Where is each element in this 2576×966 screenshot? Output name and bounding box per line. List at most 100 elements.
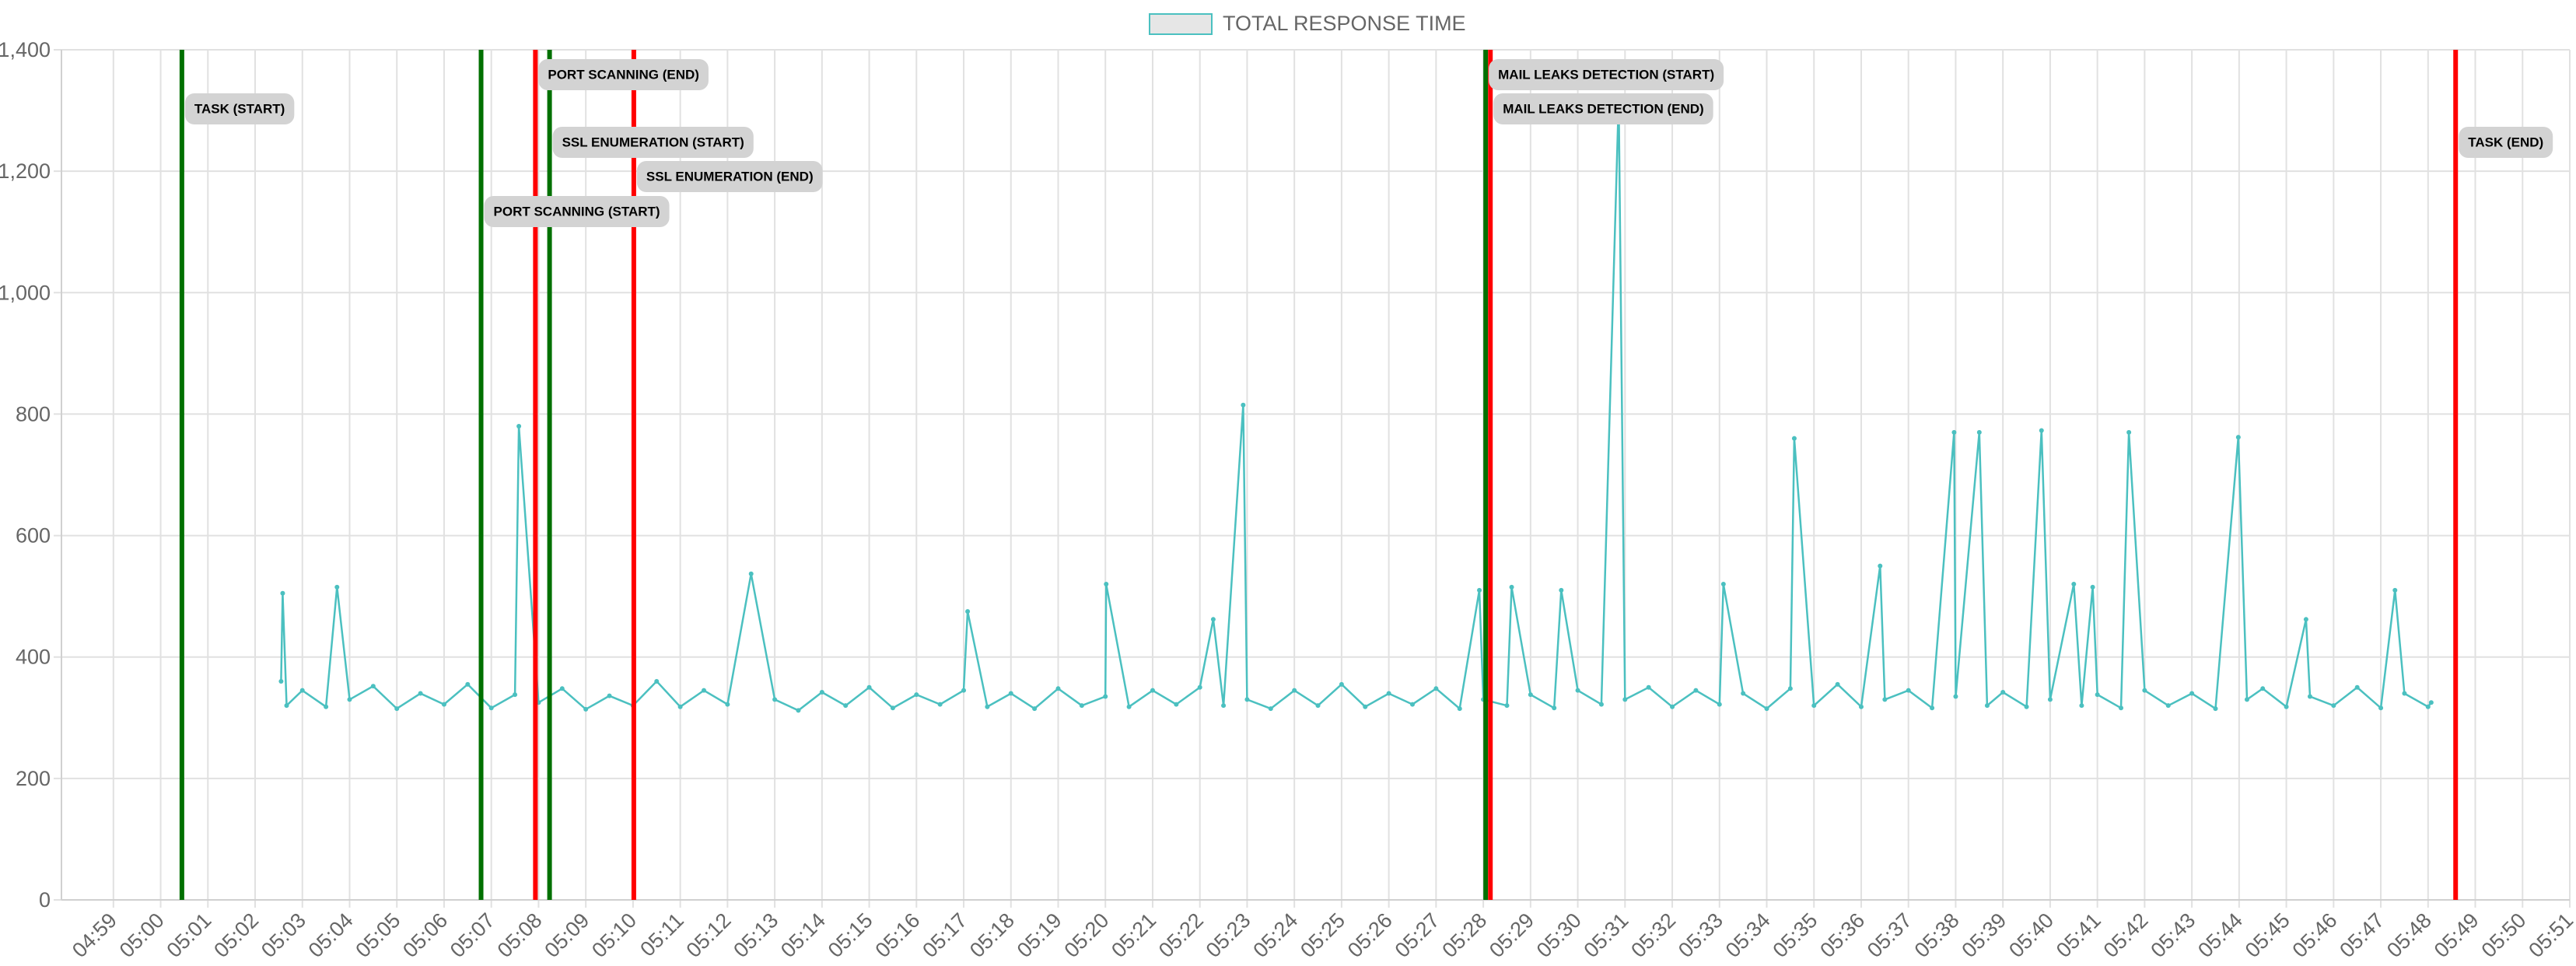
x-tick-label: 05:45 (2241, 908, 2294, 962)
data-point (1906, 688, 1911, 693)
x-tick-label: 05:48 (2382, 908, 2436, 962)
data-point (2303, 617, 2308, 622)
y-tick-label: 1,000 (0, 281, 51, 304)
data-point (1575, 688, 1580, 693)
data-point (347, 697, 352, 702)
data-point (1528, 692, 1533, 698)
data-point (280, 590, 285, 596)
y-tick-label: 1,200 (0, 159, 51, 183)
data-point (2000, 689, 2006, 695)
data-point (1858, 704, 1864, 709)
x-tick-label: 05:23 (1202, 908, 1255, 962)
data-point (2425, 704, 2431, 709)
data-point (2126, 429, 2132, 435)
data-point (1210, 617, 1216, 622)
annotation-box (552, 127, 754, 158)
x-tick-label: 05:33 (1674, 908, 1727, 962)
annotation-box (636, 161, 823, 192)
data-point (1622, 697, 1628, 702)
data-point (1433, 686, 1439, 691)
annotation-text: PORT SCANNING (END) (548, 67, 699, 82)
data-point (2090, 584, 2095, 590)
x-tick-label: 05:01 (163, 908, 216, 962)
data-point (1008, 691, 1013, 696)
annotation-label: MAIL LEAKS DETECTION (END) (1493, 93, 1713, 124)
data-point (2307, 694, 2312, 699)
x-tick-label: 04:59 (68, 908, 121, 962)
data-point (2392, 587, 2398, 593)
data-point (1339, 681, 1344, 687)
data-point (2213, 706, 2218, 712)
x-tick-label: 05:27 (1391, 908, 1444, 962)
data-point (866, 684, 872, 690)
annotation-box (2459, 127, 2553, 158)
data-point (1055, 686, 1061, 691)
data-point (1244, 697, 1250, 702)
data-point (1878, 563, 1883, 569)
x-tick-label: 05:13 (729, 908, 782, 962)
data-point (1504, 703, 1510, 709)
x-tick-label: 05:26 (1343, 908, 1397, 962)
annotation-text: MAIL LEAKS DETECTION (START) (1498, 67, 1714, 82)
data-point (1197, 684, 1202, 690)
data-point (2189, 691, 2195, 696)
data-point (1598, 702, 1604, 707)
data-point (513, 692, 518, 698)
data-point (1103, 694, 1108, 699)
data-point (370, 684, 376, 689)
data-point (1835, 681, 1840, 687)
data-point (914, 692, 919, 698)
x-tick-label: 05:07 (446, 908, 499, 962)
data-point (2047, 697, 2053, 702)
data-point (516, 424, 522, 429)
x-tick-label: 05:38 (1910, 908, 1964, 962)
x-tick-label: 05:36 (1815, 908, 1869, 962)
x-tick-label: 05:49 (2430, 908, 2483, 962)
x-tick-label: 05:42 (2099, 908, 2153, 962)
data-point (2402, 691, 2407, 696)
data-point (2142, 688, 2147, 693)
x-tick-label: 05:11 (635, 908, 688, 961)
x-tick-label: 05:35 (1768, 908, 1822, 962)
data-point (937, 702, 943, 707)
data-point (1150, 688, 1155, 693)
data-point (1984, 703, 1990, 709)
data-point (488, 705, 494, 711)
x-tick-label: 05:06 (398, 908, 452, 962)
x-tick-label: 05:29 (1485, 908, 1538, 962)
data-point (2165, 703, 2171, 709)
data-point (1693, 688, 1699, 693)
data-point (1315, 703, 1321, 709)
x-tick-label: 05:16 (871, 908, 925, 962)
data-point (748, 571, 754, 576)
data-point (2071, 582, 2077, 587)
data-point (418, 691, 423, 696)
data-point (2079, 703, 2084, 709)
data-point (2119, 705, 2124, 711)
data-point (2260, 686, 2266, 691)
x-tick-label: 05:02 (209, 908, 263, 962)
data-point (796, 708, 801, 713)
annotation-box (484, 196, 670, 227)
legend-swatch (1149, 13, 1213, 35)
x-tick-label: 05:51 (2524, 908, 2576, 962)
data-point (299, 688, 305, 693)
x-tick-label: 05:37 (1863, 908, 1916, 962)
x-tick-label: 05:09 (540, 908, 593, 962)
x-tick-label: 05:21 (1107, 908, 1160, 962)
annotation-text: PORT SCANNING (START) (494, 204, 660, 219)
data-point (1241, 402, 1246, 408)
x-tick-label: 05:34 (1721, 908, 1775, 962)
data-point (965, 609, 971, 614)
x-tick-label: 05:14 (776, 908, 830, 962)
x-tick-label: 05:08 (493, 908, 547, 962)
annotation-label: PORT SCANNING (START) (484, 196, 670, 227)
x-tick-label: 05:31 (1580, 908, 1633, 962)
data-point (1457, 706, 1462, 712)
data-point (278, 678, 284, 684)
annotation-text: SSL ENUMERATION (START) (562, 135, 744, 149)
x-tick-label: 05:05 (351, 908, 404, 962)
data-point (1079, 703, 1084, 709)
annotation-label: SSL ENUMERATION (END) (636, 161, 823, 192)
x-tick-label: 05:43 (2146, 908, 2200, 962)
